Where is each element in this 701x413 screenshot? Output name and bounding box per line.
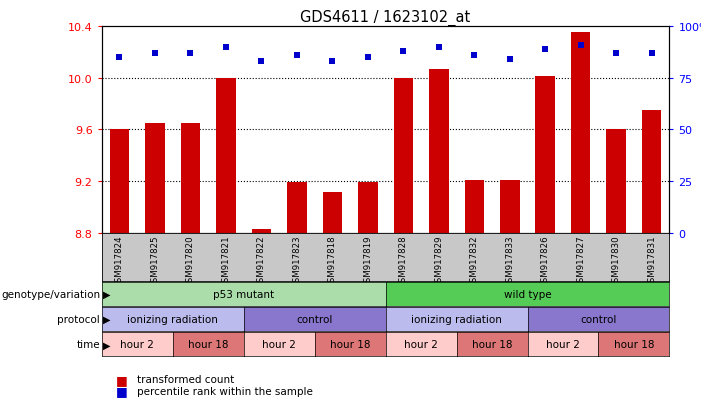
Text: hour 2: hour 2 <box>262 339 296 349</box>
Text: genotype/variation: genotype/variation <box>1 289 100 299</box>
Text: p53 mutant: p53 mutant <box>213 289 274 299</box>
Text: GSM917827: GSM917827 <box>576 235 585 288</box>
Text: GSM917830: GSM917830 <box>612 235 620 288</box>
Text: hour 2: hour 2 <box>546 339 580 349</box>
Text: time: time <box>76 339 100 349</box>
Bar <box>429 69 449 233</box>
Bar <box>571 33 590 233</box>
Text: GSM917824: GSM917824 <box>115 235 124 288</box>
Bar <box>109 130 129 233</box>
Text: GSM917820: GSM917820 <box>186 235 195 288</box>
Text: GSM917832: GSM917832 <box>470 235 479 288</box>
Text: ■: ■ <box>116 384 128 397</box>
Text: ■: ■ <box>116 373 128 386</box>
Bar <box>145 123 165 233</box>
Bar <box>322 192 342 233</box>
Text: GSM917821: GSM917821 <box>222 235 231 288</box>
Text: wild type: wild type <box>504 289 551 299</box>
Title: GDS4611 / 1623102_at: GDS4611 / 1623102_at <box>301 9 470 26</box>
Bar <box>500 180 519 233</box>
Text: hour 18: hour 18 <box>329 339 370 349</box>
Text: GSM917818: GSM917818 <box>328 235 336 288</box>
Text: ▶: ▶ <box>103 289 111 299</box>
Text: control: control <box>297 314 333 324</box>
Bar <box>358 183 378 233</box>
Text: ▶: ▶ <box>103 314 111 324</box>
Text: percentile rank within the sample: percentile rank within the sample <box>137 386 313 396</box>
Text: control: control <box>580 314 617 324</box>
Text: GSM917833: GSM917833 <box>505 235 515 288</box>
Text: hour 2: hour 2 <box>404 339 438 349</box>
Bar <box>181 123 200 233</box>
Text: GSM917831: GSM917831 <box>647 235 656 288</box>
Bar <box>393 78 413 233</box>
Text: protocol: protocol <box>57 314 100 324</box>
Bar <box>252 230 271 233</box>
Text: transformed count: transformed count <box>137 374 234 384</box>
Bar <box>536 77 555 233</box>
Bar <box>642 111 662 233</box>
Text: ▶: ▶ <box>103 339 111 349</box>
Bar <box>287 183 306 233</box>
Text: GSM917819: GSM917819 <box>363 235 372 287</box>
Bar <box>465 180 484 233</box>
Text: ionizing radiation: ionizing radiation <box>127 314 218 324</box>
Text: hour 18: hour 18 <box>188 339 229 349</box>
Text: GSM917828: GSM917828 <box>399 235 408 288</box>
Text: GSM917822: GSM917822 <box>257 235 266 288</box>
Text: hour 18: hour 18 <box>613 339 654 349</box>
Bar <box>216 78 236 233</box>
Text: ionizing radiation: ionizing radiation <box>411 314 502 324</box>
Text: GSM917826: GSM917826 <box>540 235 550 288</box>
Text: GSM917823: GSM917823 <box>292 235 301 288</box>
Text: hour 2: hour 2 <box>120 339 154 349</box>
Bar <box>606 130 626 233</box>
Text: GSM917825: GSM917825 <box>151 235 159 288</box>
Text: hour 18: hour 18 <box>472 339 512 349</box>
Text: GSM917829: GSM917829 <box>435 235 443 287</box>
